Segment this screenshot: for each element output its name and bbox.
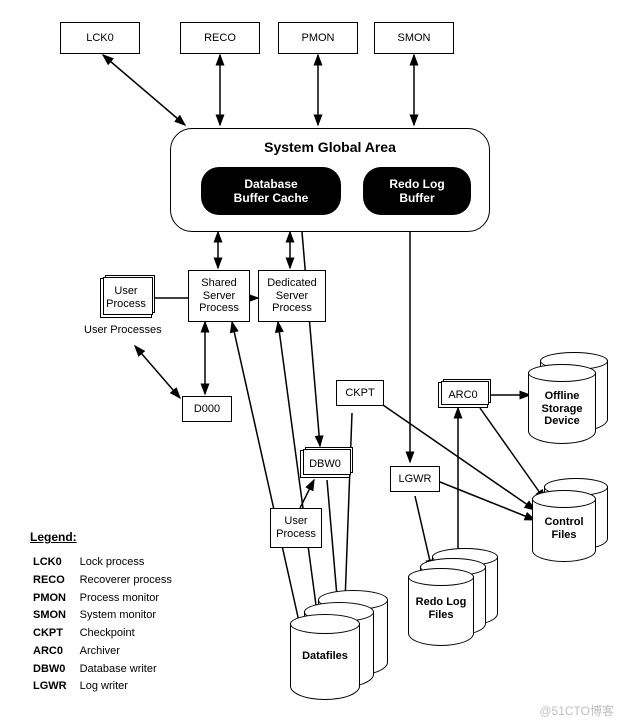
legend-row: LCK0Lock process [32,555,173,571]
control-cyl-label: Control Files [532,516,596,541]
user-process-small: User Process [270,508,322,548]
d000-box: D000 [182,396,232,422]
legend-row: DBW0Database writer [32,662,173,678]
arc0-box: ARC0 [438,382,488,408]
ckpt-label: CKPT [345,387,374,400]
redo-cyl-1: Redo Log Files [408,568,474,646]
legend-row: RECORecoverer process [32,573,173,589]
legend-table: LCK0Lock process RECORecoverer process P… [30,553,175,697]
offline-cyl-label: Offline Storage Device [528,390,596,428]
db-buffer-pill: Database Buffer Cache [201,167,341,215]
dbw0-box: DBW0 [300,450,350,478]
sga-container: System Global Area Database Buffer Cache… [170,128,490,232]
redo-cyl-label: Redo Log Files [408,596,474,621]
legend-title: Legend: [30,530,175,545]
reco-box: RECO [180,22,260,54]
dedicated-server-label: Dedicated Server Process [267,277,317,315]
legend: Legend: LCK0Lock process RECORecoverer p… [30,530,175,697]
lck0-box: LCK0 [60,22,140,54]
arc0-label: ARC0 [448,389,477,402]
shared-server-box: Shared Server Process [188,270,250,322]
user-process-stack: User Process [100,278,152,318]
user-processes-caption: User Processes [84,324,162,336]
shared-server-label: Shared Server Process [199,277,239,315]
lgwr-label: LGWR [399,473,432,486]
smon-label: SMON [398,32,431,45]
legend-row: CKPTCheckpoint [32,626,173,642]
user-process-stack-label: User Process [106,285,146,310]
legend-row: SMONSystem monitor [32,608,173,624]
user-process-small-label: User Process [276,515,316,540]
pmon-label: PMON [302,32,335,45]
datafiles-cyl-1: Datafiles [290,614,360,700]
offline-cyl-front: Offline Storage Device [528,364,596,444]
sga-title: System Global Area [171,139,489,155]
reco-label: RECO [204,32,236,45]
datafiles-cyl-label: Datafiles [290,650,360,663]
legend-row: LGWRLog writer [32,679,173,695]
ckpt-box: CKPT [336,380,384,406]
lgwr-box: LGWR [390,466,440,492]
d000-label: D000 [194,403,220,416]
control-cyl-front: Control Files [532,490,596,562]
legend-row: PMONProcess monitor [32,591,173,607]
pmon-box: PMON [278,22,358,54]
watermark: @51CTO博客 [539,702,614,719]
dedicated-server-box: Dedicated Server Process [258,270,326,322]
lck0-label: LCK0 [86,32,114,45]
smon-box: SMON [374,22,454,54]
dbw0-label: DBW0 [309,458,341,471]
legend-row: ARC0Archiver [32,644,173,660]
redo-buffer-pill: Redo Log Buffer [363,167,471,215]
